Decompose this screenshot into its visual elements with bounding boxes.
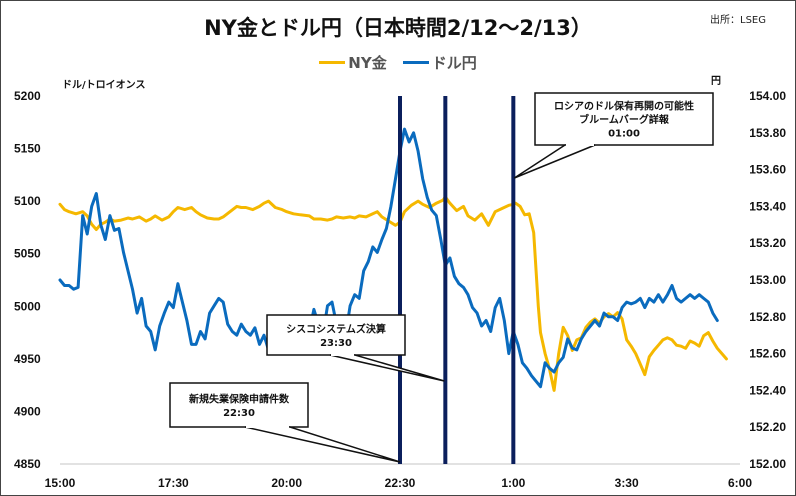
legend-item-usdjpy: ドル円: [402, 52, 477, 73]
left-axis-tick: 4950: [14, 352, 41, 366]
right-axis-tick: 152.00: [749, 457, 786, 471]
left-axis-tick: 5000: [14, 299, 41, 313]
x-axis-tick: 3:30: [615, 476, 639, 490]
callout-text: 01:00: [608, 129, 640, 140]
x-axis-tick: 22:30: [385, 476, 416, 490]
callout-text: 22:30: [223, 408, 255, 419]
source-label: 出所：LSEG: [710, 15, 766, 26]
right-axis-tick: 153.20: [749, 236, 786, 250]
callout-pointer: [244, 426, 401, 463]
x-axis-tick: 17:30: [158, 476, 189, 490]
x-axis-tick: 15:00: [45, 476, 76, 490]
left-axis-title: ドル/トロイオンス: [62, 80, 146, 91]
right-axis-tick: 154.00: [749, 89, 786, 103]
gold-price-line: [58, 195, 728, 392]
callout-text: ロシアのドル保有再開の可能性: [554, 100, 694, 113]
right-axis-tick: 153.80: [749, 126, 786, 140]
callout-box: [534, 92, 714, 146]
left-axis-tick: 5100: [14, 194, 41, 208]
chart-title: NY金とドル円（日本時間2/12～2/13）: [204, 16, 592, 40]
right-axis-tick: 152.40: [749, 383, 786, 397]
usdjpy-line: [58, 127, 719, 389]
callout-pointer: [513, 144, 596, 179]
callout-pointer: [329, 354, 445, 382]
x-axis-tick: 6:00: [728, 476, 752, 490]
right-axis-title: 円: [711, 76, 721, 87]
callout-text: シスコシステムズ決算: [286, 322, 386, 335]
left-axis-tick: 4900: [14, 404, 41, 418]
callout-text: 23:30: [320, 338, 352, 349]
event-callout-2: シスコシステムズ決算 23:30: [266, 314, 445, 382]
legend: NY金 ドル円: [0, 52, 796, 73]
legend-swatch-usdjpy-icon: [402, 61, 429, 64]
right-axis-tick: 152.60: [749, 347, 786, 361]
legend-swatch-gold-icon: [319, 61, 346, 64]
event-callout-1: 新規失業保険申請件数 22:30: [169, 382, 401, 463]
legend-label-usdjpy: ドル円: [431, 54, 477, 72]
callout-box: [169, 382, 309, 428]
left-axis-tick: 5200: [14, 89, 41, 103]
x-axis-tick: 20:00: [271, 476, 302, 490]
left-axis-tick: 5150: [14, 142, 41, 156]
legend-label-gold: NY金: [348, 54, 387, 72]
callout-box: [266, 314, 406, 356]
callout-text: 新規失業保険申請件数: [189, 392, 290, 405]
left-axis-tick: 5050: [14, 247, 41, 261]
legend-item-gold: NY金: [319, 52, 387, 73]
right-axis-tick: 153.40: [749, 199, 786, 213]
callout-text: ブルームバーグ詳報: [579, 113, 670, 126]
left-axis-tick: 4850: [14, 457, 41, 471]
right-axis-tick: 152.20: [749, 420, 786, 434]
right-axis-tick: 153.00: [749, 273, 786, 287]
right-axis-tick: 152.80: [749, 310, 786, 324]
x-axis-tick: 1:00: [501, 476, 525, 490]
right-axis-tick: 153.60: [749, 163, 786, 177]
